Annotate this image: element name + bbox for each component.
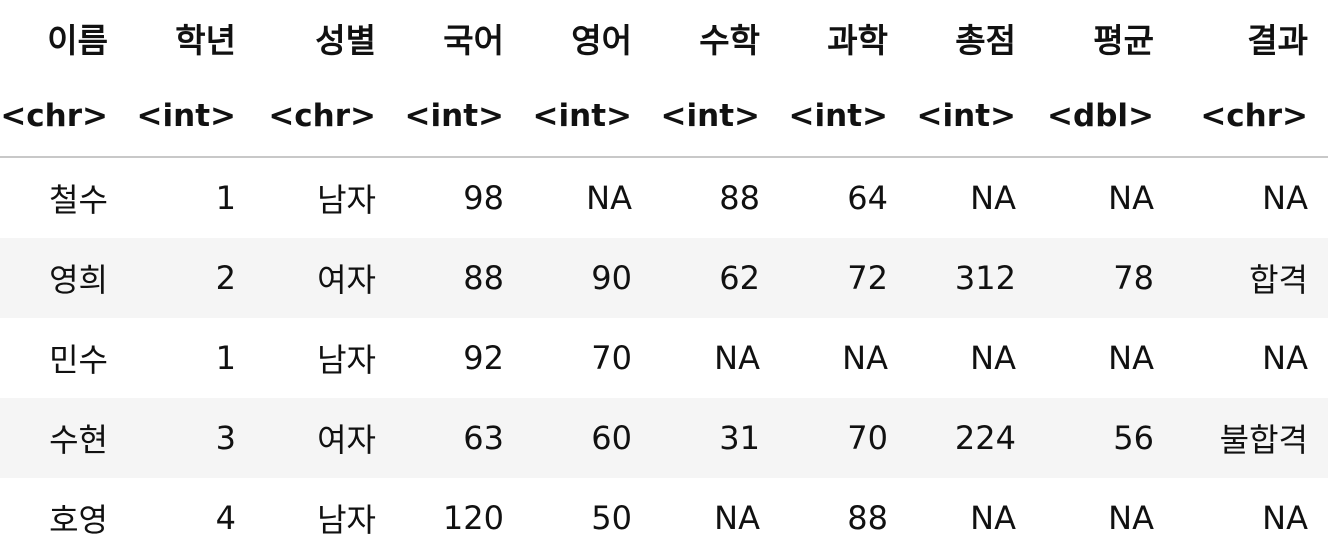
table-cell: 불합격	[1174, 398, 1328, 478]
table-cell: 120	[442, 499, 504, 537]
table-header: 이름 학년 성별 국어 영어 수학 과학 총점 평균 결과 <chr> <int…	[0, 0, 1328, 158]
table-cell: 남자	[317, 181, 376, 219]
table-cell: NA	[1262, 499, 1308, 537]
table-cell: 1	[215, 179, 236, 217]
column-type: <int>	[780, 76, 908, 158]
column-header: 총점	[955, 21, 1016, 60]
table-cell: NA	[714, 339, 760, 377]
table-body: 철수 1 남자 98 NA 88 64 NA NA NA 영희 2 여자 88 …	[0, 157, 1328, 558]
table-cell: 78	[1036, 238, 1174, 318]
column-header: 영어	[571, 21, 632, 60]
column-header: 성별	[315, 21, 376, 60]
table-cell: 여자	[256, 238, 396, 318]
table-cell: 영희	[0, 238, 128, 318]
table-cell: 남자	[317, 501, 376, 539]
table-row: 호영 4 남자 120 50 NA 88 NA NA NA	[0, 478, 1328, 558]
column-type: <int>	[128, 76, 256, 158]
table-cell: 민수	[49, 341, 108, 379]
table-cell: NA	[1108, 339, 1154, 377]
table-cell: NA	[714, 499, 760, 537]
table-cell: 철수	[49, 181, 108, 219]
table-cell: 합격	[1174, 238, 1328, 318]
column-type: <int>	[396, 76, 524, 158]
table-row: 영희 2 여자 88 90 62 72 312 78 합격	[0, 238, 1328, 318]
column-type: <chr>	[0, 76, 128, 158]
table-cell: 70	[780, 398, 908, 478]
table-cell: 1	[215, 339, 236, 377]
table-cell: 88	[847, 499, 888, 537]
column-header: 수학	[699, 21, 760, 60]
column-types-row: <chr> <int> <chr> <int> <int> <int> <int…	[0, 76, 1328, 158]
table-cell: 92	[463, 339, 504, 377]
table-cell: 62	[652, 238, 780, 318]
table-cell: 4	[215, 499, 236, 537]
table-cell: 3	[128, 398, 256, 478]
table-cell: 72	[780, 238, 908, 318]
table-cell: 224	[908, 398, 1036, 478]
column-header: 학년	[175, 21, 236, 60]
column-type: <int>	[652, 76, 780, 158]
table-row: 수현 3 여자 63 60 31 70 224 56 불합격	[0, 398, 1328, 478]
table-cell: 56	[1036, 398, 1174, 478]
table-cell: 88	[719, 179, 760, 217]
column-header: 평균	[1093, 21, 1154, 60]
table-cell: 2	[128, 238, 256, 318]
table-cell: 98	[463, 179, 504, 217]
column-header: 국어	[443, 21, 504, 60]
column-header: 과학	[827, 21, 888, 60]
table-cell: NA	[1262, 179, 1308, 217]
column-header: 이름	[47, 21, 108, 60]
table-cell: NA	[586, 179, 632, 217]
table-cell: NA	[1108, 499, 1154, 537]
column-type: <chr>	[256, 76, 396, 158]
table-cell: 63	[396, 398, 524, 478]
table-cell: 남자	[317, 341, 376, 379]
table-cell: NA	[970, 339, 1016, 377]
column-names-row: 이름 학년 성별 국어 영어 수학 과학 총점 평균 결과	[0, 0, 1328, 76]
column-header: 결과	[1247, 21, 1308, 60]
table-row: 민수 1 남자 92 70 NA NA NA NA NA	[0, 318, 1328, 398]
table-cell: NA	[970, 179, 1016, 217]
table-cell: 90	[524, 238, 652, 318]
table-row: 철수 1 남자 98 NA 88 64 NA NA NA	[0, 157, 1328, 238]
table-cell: NA	[1108, 179, 1154, 217]
table-cell: 50	[591, 499, 632, 537]
table-cell: 88	[396, 238, 524, 318]
table-cell: NA	[842, 339, 888, 377]
column-type: <int>	[524, 76, 652, 158]
column-type: <chr>	[1174, 76, 1328, 158]
column-type: <int>	[908, 76, 1036, 158]
table-cell: 60	[524, 398, 652, 478]
table-cell: 호영	[49, 501, 108, 539]
table-cell: 수현	[0, 398, 128, 478]
table-cell: 여자	[256, 398, 396, 478]
column-type: <dbl>	[1036, 76, 1174, 158]
table-cell: NA	[970, 499, 1016, 537]
table-cell: 70	[591, 339, 632, 377]
table-cell: 64	[847, 179, 888, 217]
table-cell: 31	[652, 398, 780, 478]
table-cell: NA	[1262, 339, 1308, 377]
table-cell: 312	[908, 238, 1036, 318]
